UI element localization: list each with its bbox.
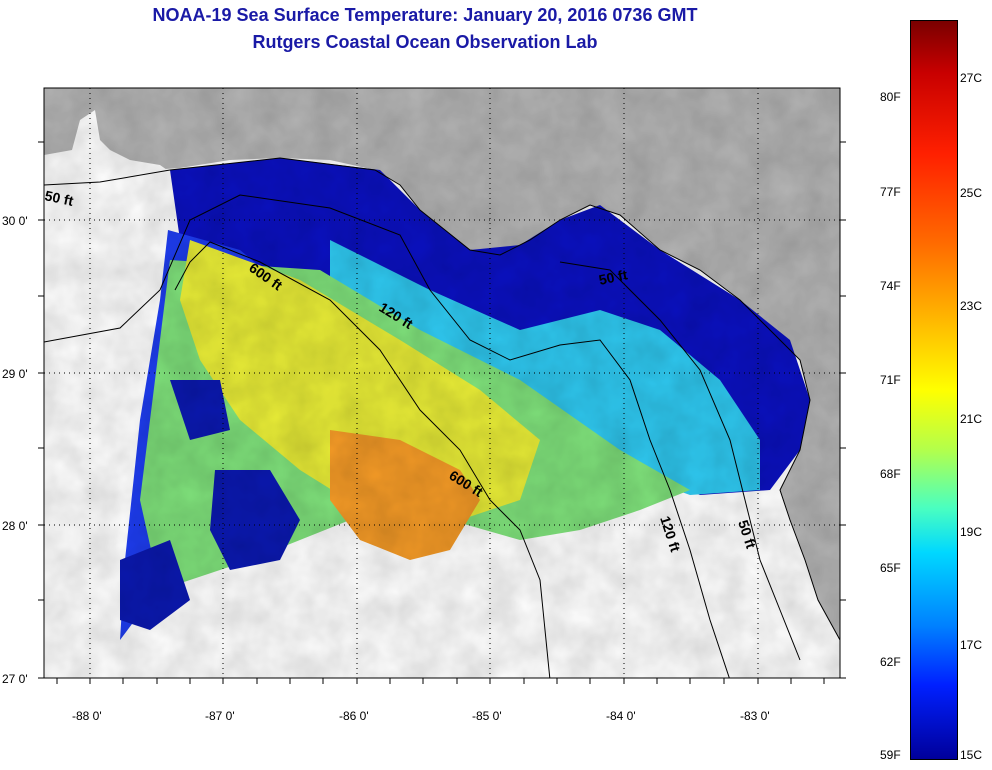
colorbar-f-80: 80F <box>880 90 901 104</box>
colorbar-f-71: 71F <box>880 373 901 387</box>
lon-label-85: -85 0' <box>472 709 502 723</box>
data-texture <box>44 88 840 678</box>
lat-label-29: 29 0' <box>2 367 28 381</box>
temperature-colorbar <box>910 20 958 760</box>
contour-600ft <box>174 241 551 678</box>
colorbar-f-74: 74F <box>880 279 901 293</box>
lon-label-83: -83 0' <box>740 709 770 723</box>
contour-50ft <box>44 169 801 661</box>
lat-label-28: 28 0' <box>2 519 28 533</box>
colorbar-c-15: 15C <box>960 748 983 762</box>
map-frame <box>43 87 841 679</box>
colorbar-c-25: 25C <box>960 186 983 200</box>
axis-ticks <box>38 141 846 684</box>
graticule <box>44 88 840 678</box>
lon-label-88: -88 0' <box>72 709 102 723</box>
colorbar-c-17: 17C <box>960 638 983 652</box>
map-title: NOAA-19 Sea Surface Temperature: January… <box>152 5 698 25</box>
lon-label-87: -87 0' <box>205 709 235 723</box>
colorbar-c-19: 19C <box>960 525 983 539</box>
colorbar-f-65: 65F <box>880 561 901 575</box>
contour-120ft <box>44 194 730 678</box>
colorbar-c-21: 21C <box>960 412 983 426</box>
colorbar-f-59: 59F <box>880 748 901 762</box>
lon-label-86: -86 0' <box>339 709 369 723</box>
colorbar-f-68: 68F <box>880 467 901 481</box>
contour-label-50ft-west: 50 ft <box>43 187 75 209</box>
coastline <box>169 157 840 641</box>
colorbar-f-62: 62F <box>880 655 901 669</box>
contour-label-50ft-bigbend: 50 ft <box>597 266 629 288</box>
colorbar-f-77: 77F <box>880 185 901 199</box>
lon-label-84: -84 0' <box>606 709 636 723</box>
map-subtitle: Rutgers Coastal Ocean Observation Lab <box>252 32 598 52</box>
colorbar-c-27: 27C <box>960 71 983 85</box>
lat-label-27: 27 0' <box>2 672 28 686</box>
colorbar-c-23: 23C <box>960 299 983 313</box>
lat-label-30: 30 0' <box>2 214 28 228</box>
